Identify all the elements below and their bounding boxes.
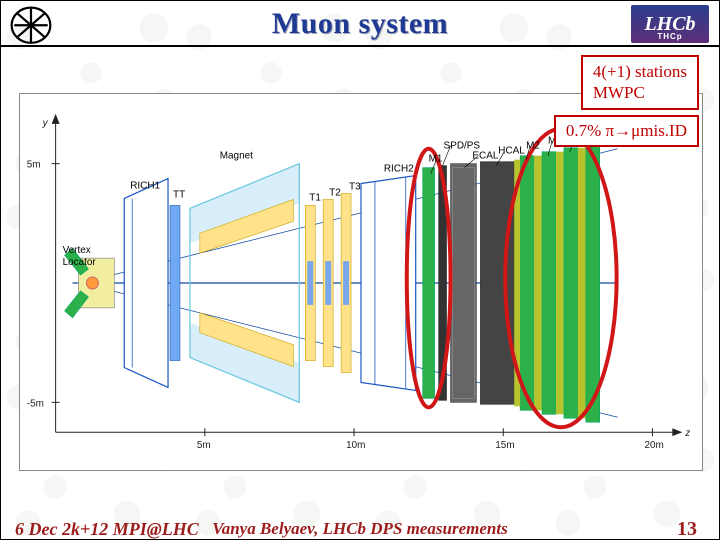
callout-stations: 4(+1) stations MWPC — [581, 55, 699, 110]
callout-stations-l2: MWPC — [593, 83, 645, 102]
title-rule — [1, 45, 719, 47]
detector-diagram: y 5m -5m z 5m 10m 15m 20m VertexLocator RICH1 TT Ma… — [19, 93, 703, 471]
callout-misid-text: 0.7% π→μmis.ID — [566, 121, 687, 140]
svg-text:ECAL: ECAL — [472, 151, 498, 162]
svg-text:-5m: -5m — [27, 398, 44, 409]
svg-text:Locator: Locator — [63, 257, 97, 268]
svg-text:y: y — [42, 118, 49, 129]
callout-stations-l1: 4(+1) stations — [593, 62, 687, 81]
svg-text:T2: T2 — [329, 187, 341, 198]
svg-text:TT: TT — [173, 189, 185, 200]
svg-text:15m: 15m — [495, 440, 514, 451]
lhcb-logo: LHCb ТНСр — [631, 5, 709, 43]
slide-title: Muon system — [1, 7, 719, 41]
svg-text:RICH1: RICH1 — [130, 180, 160, 191]
svg-text:5m: 5m — [197, 440, 211, 451]
svg-text:20m: 20m — [644, 440, 663, 451]
svg-text:T3: T3 — [349, 181, 361, 192]
svg-text:Magnet: Magnet — [220, 151, 253, 162]
svg-text:M1: M1 — [429, 154, 443, 165]
footer-center: Vanya Belyaev, LHCb DPS measurements — [1, 519, 719, 539]
svg-text:z: z — [684, 428, 690, 439]
svg-text:RICH2: RICH2 — [384, 164, 414, 175]
svg-text:Vertex: Vertex — [63, 245, 91, 256]
svg-text:5m: 5m — [27, 160, 41, 171]
svg-text:T1: T1 — [309, 192, 321, 203]
lhcb-logo-sub: ТНСр — [657, 32, 682, 41]
svg-text:M2: M2 — [526, 141, 540, 152]
footer-page-number: 13 — [677, 518, 697, 540]
title-row: Muon system LHCb ТНСр — [1, 1, 719, 47]
callout-misid: 0.7% π→μmis.ID — [554, 115, 699, 147]
svg-text:10m: 10m — [346, 440, 365, 451]
